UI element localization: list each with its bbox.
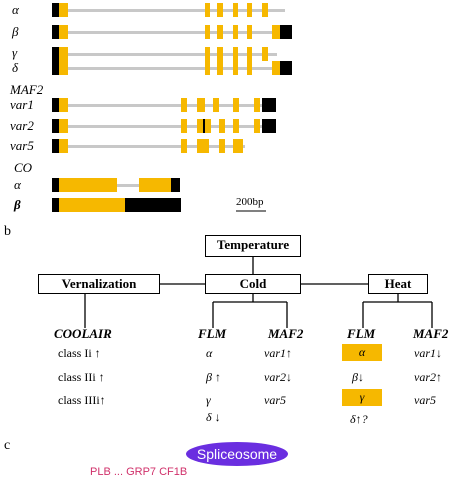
coolair-class: class IIIi↑	[58, 393, 106, 407]
cold-box: Cold	[205, 274, 301, 294]
flm-beta-track	[52, 25, 292, 39]
scale-bar-label: 200bp	[236, 196, 264, 208]
column-header-coolair: COOLAIR	[54, 326, 112, 341]
heat-box: Heat	[368, 274, 428, 294]
coolair-class: class Ii ↑	[58, 346, 101, 360]
co-title: CO	[14, 160, 33, 175]
co-alpha-track	[52, 178, 180, 192]
maf2-cold-variant: var1↑	[264, 346, 292, 360]
maf2-heat-variant: var5	[414, 393, 436, 407]
maf2-label: var2	[10, 118, 34, 133]
spliceosome-ellipse: Spliceosome	[186, 442, 288, 466]
flm-cold-isoform: α	[206, 346, 213, 360]
flm-alpha-track	[52, 3, 285, 17]
isoform-label: α	[12, 2, 19, 17]
flm-heat-isoform-highlight: γ	[342, 389, 382, 406]
flm-cold-isoform: γ	[206, 393, 211, 407]
panel-c-label: c	[4, 438, 11, 453]
maf2-var5-track	[52, 139, 245, 153]
vernalization-box: Vernalization	[38, 274, 160, 294]
maf2-heat-variant: var2↑	[414, 370, 442, 384]
panel-b-label: b	[4, 224, 11, 239]
column-header-maf2-heat: MAF2	[413, 326, 449, 341]
gene-structure-diagram	[52, 3, 292, 212]
co-label: α	[14, 177, 21, 192]
isoform-label: δ	[12, 60, 19, 75]
maf2-cold-variant: var2↓	[264, 370, 292, 384]
maf2-title: MAF2	[10, 82, 44, 97]
maf2-label: var5	[10, 138, 34, 153]
flm-heat-isoform-highlight: α	[342, 344, 382, 361]
maf2-heat-variant: var1↓	[414, 346, 442, 360]
flm-heat-isoform: δ↑?	[350, 412, 368, 426]
maf2-label: var1	[10, 97, 34, 112]
flm-cold-isoform: δ ↓	[206, 410, 221, 424]
splicing-factor-list: PLB ... GRP7 CF1B	[90, 466, 188, 478]
co-label: β	[14, 197, 21, 212]
co-beta-track	[52, 198, 181, 212]
maf2-cold-variant: var5	[264, 393, 286, 407]
column-header-maf2-cold: MAF2	[268, 326, 304, 341]
temperature-box: Temperature	[205, 235, 301, 257]
maf2-var2-track	[52, 119, 276, 133]
flm-delta-track	[52, 61, 292, 75]
column-header-flm-cold: FLM	[198, 326, 227, 341]
flm-gamma-track	[52, 47, 277, 61]
isoform-label: β	[12, 24, 19, 39]
maf2-var1-track	[52, 98, 276, 112]
flm-heat-isoform: β↓	[352, 370, 364, 384]
column-header-flm-heat: FLM	[347, 326, 376, 341]
isoform-label: γ	[12, 45, 18, 60]
flm-cold-isoform: β ↑	[206, 370, 221, 384]
coolair-class: class IIi ↑	[58, 370, 105, 384]
